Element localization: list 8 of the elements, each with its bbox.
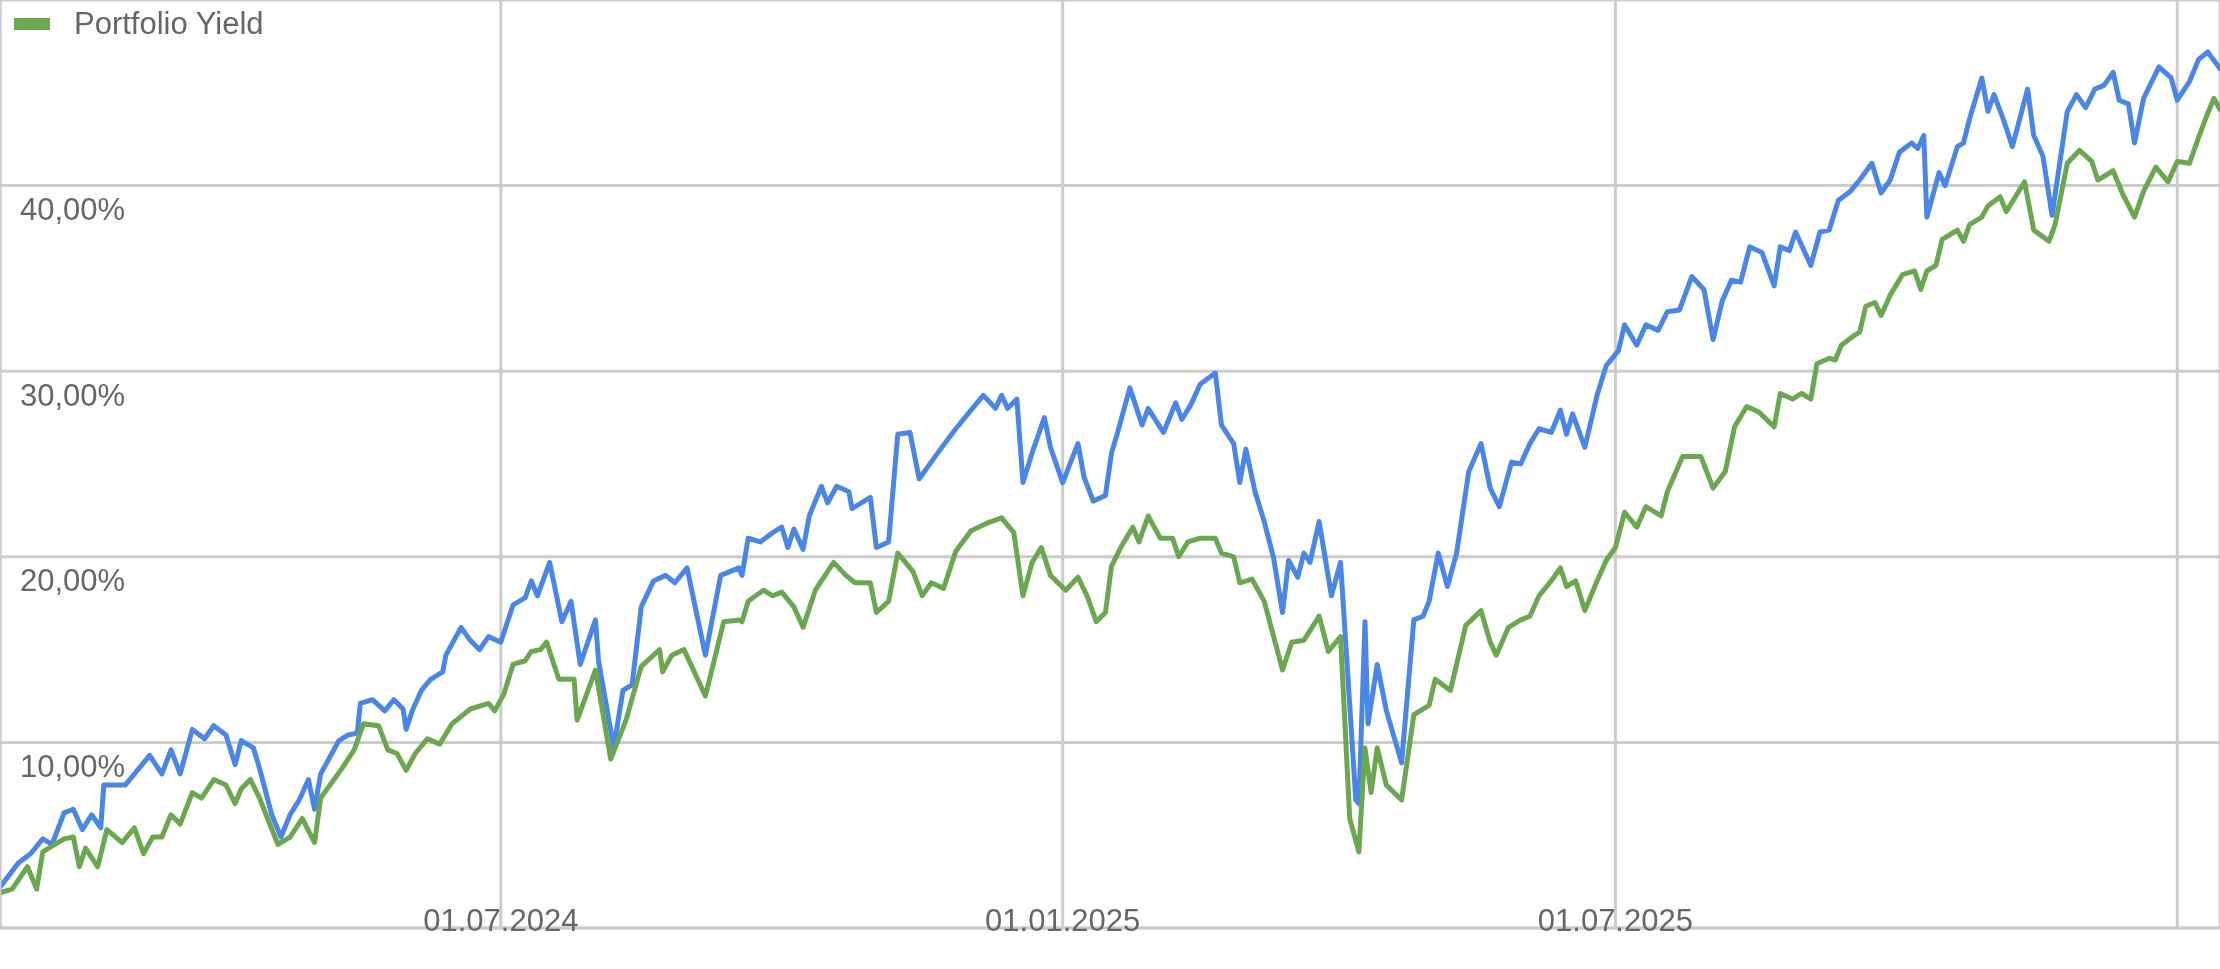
x-tick-label: 01.07.2024 xyxy=(423,902,579,938)
y-tick-label: 10,00% xyxy=(20,748,126,784)
y-tick-label: 30,00% xyxy=(20,377,126,413)
y-tick-label: 20,00% xyxy=(20,563,126,599)
x-tick-label: 01.01.2025 xyxy=(985,902,1141,938)
y-tick-label: 40,00% xyxy=(20,192,126,228)
x-tick-label: 01.07.2025 xyxy=(1537,902,1693,938)
legend-label: Portfolio Yield xyxy=(74,6,264,42)
